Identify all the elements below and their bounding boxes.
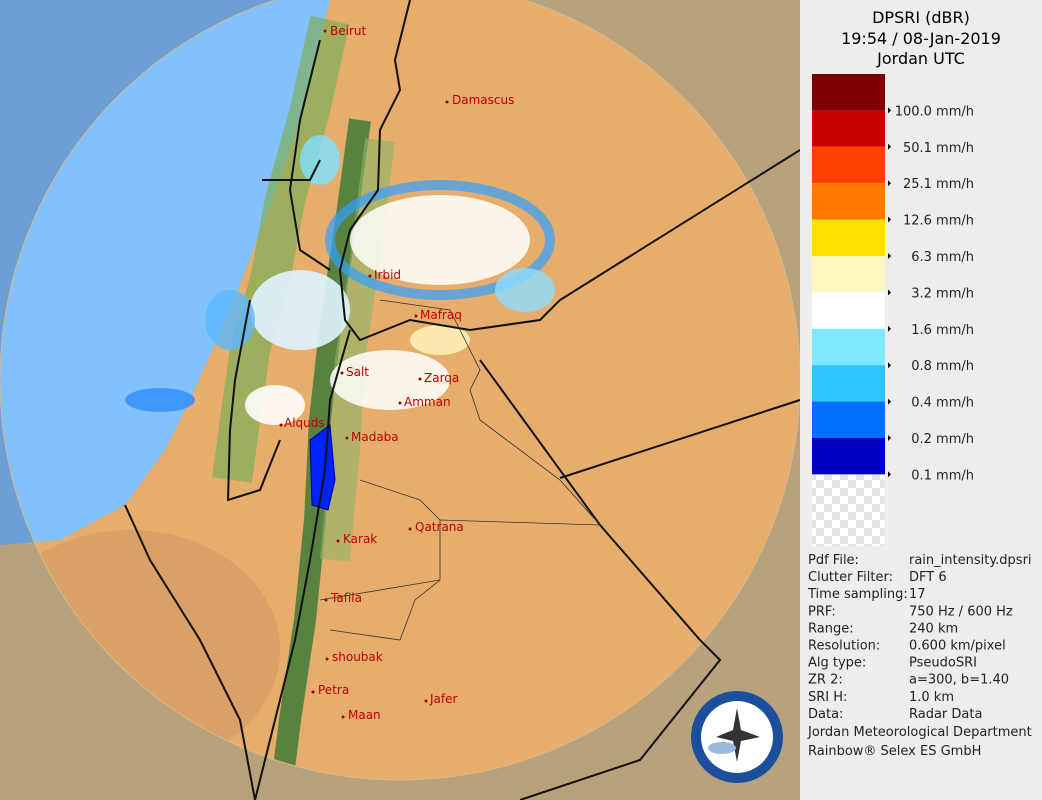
info-value: Radar Data	[909, 707, 982, 722]
info-value: a=300, b=1.40	[909, 673, 1009, 688]
legend-label: 6.3 mm/h	[911, 250, 974, 265]
legend-swatch	[812, 74, 885, 111]
city-label: Damascus	[452, 93, 514, 107]
city-label: Zarqa	[424, 371, 459, 385]
city-label: Mafraq	[420, 308, 462, 322]
city-label: Karak	[343, 532, 377, 546]
legend-swatch-empty	[812, 474, 885, 547]
legend-arrow	[888, 398, 891, 405]
panel-title: DPSRI (dBR)	[872, 8, 970, 27]
legend-swatch	[812, 328, 885, 366]
district-lines	[319, 299, 601, 641]
legend-swatch	[812, 401, 885, 438]
legend-swatch	[812, 146, 885, 184]
legend-arrow	[888, 107, 891, 114]
city-label: shoubak	[332, 650, 383, 664]
city-label: Qatrana	[415, 520, 464, 534]
rain-echoes	[125, 135, 555, 511]
footer-text: Jordan Meteorological Department	[807, 725, 1032, 740]
legend-label: 12.6 mm/h	[903, 214, 974, 229]
info-key: Pdf File:	[808, 553, 859, 568]
legend-swatch	[812, 219, 885, 256]
legend-swatch	[812, 438, 885, 475]
legend-swatch	[812, 183, 885, 220]
city-labels: Beirut Damascus Irbid Mafraq Salt Zarqa …	[284, 24, 514, 722]
borders	[124, 0, 801, 800]
info-value: 750 Hz / 600 Hz	[909, 604, 1013, 619]
legend-label: 0.4 mm/h	[911, 396, 974, 411]
legend-swatch	[812, 256, 885, 293]
info-table: Pdf File: rain_intensity.dpsri Clutter Fil…	[807, 553, 1032, 722]
legend-label: 3.2 mm/h	[911, 286, 974, 301]
legend: 100.0 mm/h 50.1 mm/h 25.1 mm/h 12.6 mm/h 6.3…	[812, 74, 974, 547]
city-label: Irbid	[374, 268, 401, 282]
city-label: Tafila	[330, 591, 362, 605]
info-key: Data:	[808, 707, 843, 722]
info-key: Resolution:	[808, 639, 880, 654]
info-value: rain_intensity.dpsri	[909, 553, 1032, 568]
city-dots	[279, 29, 449, 719]
legend-label: 0.1 mm/h	[911, 468, 974, 483]
city-label: Amman	[404, 395, 451, 409]
legend-arrow	[888, 216, 891, 223]
info-value: DFT 6	[909, 570, 947, 585]
legend-swatch	[812, 292, 885, 329]
legend-arrow	[888, 471, 891, 478]
legend-arrow	[888, 362, 891, 369]
legend-label: 0.2 mm/h	[911, 432, 974, 447]
city-label: Beirut	[330, 24, 366, 38]
legend-arrow	[888, 435, 891, 441]
city-label: Madaba	[351, 430, 399, 444]
legend-arrow	[888, 143, 891, 150]
info-key: Time sampling:	[807, 587, 908, 602]
legend-swatch	[812, 110, 885, 147]
info-key: PRF:	[808, 604, 836, 619]
info-value: 0.600 km/pixel	[909, 639, 1006, 654]
info-key: Clutter Filter:	[808, 570, 893, 585]
info-value: 1.0 km	[909, 690, 954, 705]
logo	[691, 691, 783, 783]
legend-label: 25.1 mm/h	[903, 177, 974, 192]
panel-title: Jordan UTC	[876, 49, 965, 68]
legend-label: 0.8 mm/h	[911, 359, 974, 374]
legend-arrow	[888, 253, 891, 259]
city-label: Petra	[318, 683, 349, 697]
info-key: Range:	[808, 621, 854, 636]
info-key: Alg type:	[808, 656, 866, 671]
footer-text: Rainbow® Selex ES GmbH	[808, 744, 981, 759]
legend-arrow	[888, 289, 891, 296]
legend-label: 100.0 mm/h	[895, 104, 974, 119]
legend-label: 1.6 mm/h	[911, 323, 974, 338]
city-label: Maan	[348, 708, 381, 722]
info-value: 17	[909, 587, 926, 602]
info-value: PseudoSRI	[909, 656, 977, 671]
info-value: 240 km	[909, 621, 958, 636]
city-label: Alquds	[284, 416, 325, 430]
legend-label: 50.1 mm/h	[903, 141, 974, 156]
info-key: ZR 2:	[808, 673, 843, 688]
panel-title: 19:54 / 08-Jan-2019	[841, 29, 1001, 48]
legend-arrow	[888, 325, 891, 332]
city-label: Salt	[346, 365, 369, 379]
info-key: SRI H:	[808, 690, 847, 705]
legend-arrow	[888, 180, 891, 187]
map: Beirut Damascus Irbid Mafraq Salt Zarqa …	[0, 0, 801, 800]
city-label: Jafer	[429, 692, 458, 706]
legend-swatch	[812, 365, 885, 402]
